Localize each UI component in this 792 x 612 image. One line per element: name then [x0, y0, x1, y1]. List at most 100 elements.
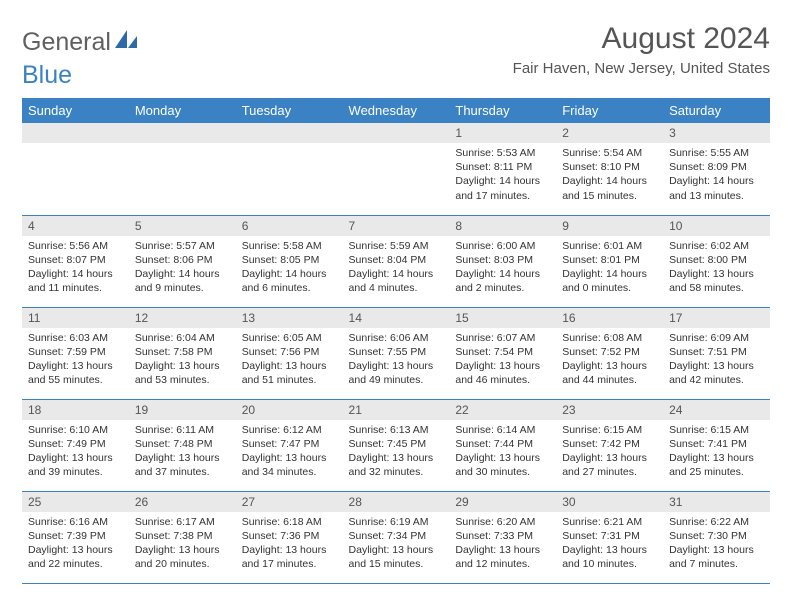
sunrise-text: Sunrise: 5:58 AM	[242, 239, 337, 253]
day-number: 24	[663, 400, 770, 420]
day-details: Sunrise: 6:08 AMSunset: 7:52 PMDaylight:…	[556, 328, 663, 392]
month-title: August 2024	[513, 22, 770, 56]
day-details: Sunrise: 6:19 AMSunset: 7:34 PMDaylight:…	[343, 512, 450, 576]
sunset-text: Sunset: 8:06 PM	[135, 253, 230, 267]
day-number: 31	[663, 492, 770, 512]
day-details: Sunrise: 6:20 AMSunset: 7:33 PMDaylight:…	[449, 512, 556, 576]
sunset-text: Sunset: 8:09 PM	[669, 160, 764, 174]
daylight-text: Daylight: 14 hours and 0 minutes.	[562, 267, 657, 295]
day-number: 12	[129, 308, 236, 328]
day-number	[343, 123, 450, 143]
day-details: Sunrise: 6:15 AMSunset: 7:41 PMDaylight:…	[663, 420, 770, 484]
daylight-text: Daylight: 13 hours and 25 minutes.	[669, 451, 764, 479]
day-number: 5	[129, 216, 236, 236]
daylight-text: Daylight: 13 hours and 7 minutes.	[669, 543, 764, 571]
daylight-text: Daylight: 13 hours and 49 minutes.	[349, 359, 444, 387]
sunrise-text: Sunrise: 6:21 AM	[562, 515, 657, 529]
sunset-text: Sunset: 7:47 PM	[242, 437, 337, 451]
day-details: Sunrise: 6:10 AMSunset: 7:49 PMDaylight:…	[22, 420, 129, 484]
dow-wed: Wednesday	[343, 98, 450, 123]
day-cell: 9Sunrise: 6:01 AMSunset: 8:01 PMDaylight…	[556, 215, 663, 307]
day-number	[129, 123, 236, 143]
day-details: Sunrise: 5:56 AMSunset: 8:07 PMDaylight:…	[22, 236, 129, 300]
day-details: Sunrise: 6:02 AMSunset: 8:00 PMDaylight:…	[663, 236, 770, 300]
day-cell: 7Sunrise: 5:59 AMSunset: 8:04 PMDaylight…	[343, 215, 450, 307]
sunrise-text: Sunrise: 6:15 AM	[669, 423, 764, 437]
sunset-text: Sunset: 7:55 PM	[349, 345, 444, 359]
daylight-text: Daylight: 13 hours and 17 minutes.	[242, 543, 337, 571]
sunset-text: Sunset: 7:54 PM	[455, 345, 550, 359]
day-cell: 2Sunrise: 5:54 AMSunset: 8:10 PMDaylight…	[556, 123, 663, 215]
week-row: 1Sunrise: 5:53 AMSunset: 8:11 PMDaylight…	[22, 123, 770, 215]
sunrise-text: Sunrise: 6:07 AM	[455, 331, 550, 345]
daylight-text: Daylight: 14 hours and 6 minutes.	[242, 267, 337, 295]
daylight-text: Daylight: 13 hours and 42 minutes.	[669, 359, 764, 387]
sunset-text: Sunset: 7:52 PM	[562, 345, 657, 359]
sunrise-text: Sunrise: 6:09 AM	[669, 331, 764, 345]
day-number: 4	[22, 216, 129, 236]
sunrise-text: Sunrise: 6:19 AM	[349, 515, 444, 529]
day-number: 30	[556, 492, 663, 512]
week-row: 25Sunrise: 6:16 AMSunset: 7:39 PMDayligh…	[22, 491, 770, 583]
day-cell: 15Sunrise: 6:07 AMSunset: 7:54 PMDayligh…	[449, 307, 556, 399]
daylight-text: Daylight: 14 hours and 13 minutes.	[669, 174, 764, 202]
day-cell: 17Sunrise: 6:09 AMSunset: 7:51 PMDayligh…	[663, 307, 770, 399]
day-cell: 4Sunrise: 5:56 AMSunset: 8:07 PMDaylight…	[22, 215, 129, 307]
day-details	[22, 143, 129, 203]
sunset-text: Sunset: 7:49 PM	[28, 437, 123, 451]
logo-word-1: General	[22, 28, 111, 57]
day-details: Sunrise: 5:55 AMSunset: 8:09 PMDaylight:…	[663, 143, 770, 207]
calendar-page: General August 2024 Fair Haven, New Jers…	[0, 0, 792, 584]
sunset-text: Sunset: 8:07 PM	[28, 253, 123, 267]
dow-sat: Saturday	[663, 98, 770, 123]
sunrise-text: Sunrise: 6:22 AM	[669, 515, 764, 529]
day-number: 23	[556, 400, 663, 420]
day-number: 15	[449, 308, 556, 328]
day-details: Sunrise: 6:01 AMSunset: 8:01 PMDaylight:…	[556, 236, 663, 300]
daylight-text: Daylight: 13 hours and 58 minutes.	[669, 267, 764, 295]
day-number	[236, 123, 343, 143]
day-details: Sunrise: 6:16 AMSunset: 7:39 PMDaylight:…	[22, 512, 129, 576]
week-row: 4Sunrise: 5:56 AMSunset: 8:07 PMDaylight…	[22, 215, 770, 307]
sunrise-text: Sunrise: 6:03 AM	[28, 331, 123, 345]
logo-sail-icon	[113, 28, 139, 57]
sunset-text: Sunset: 7:33 PM	[455, 529, 550, 543]
daylight-text: Daylight: 13 hours and 32 minutes.	[349, 451, 444, 479]
sunrise-text: Sunrise: 5:57 AM	[135, 239, 230, 253]
daylight-text: Daylight: 13 hours and 15 minutes.	[349, 543, 444, 571]
day-cell: 22Sunrise: 6:14 AMSunset: 7:44 PMDayligh…	[449, 399, 556, 491]
day-number: 26	[129, 492, 236, 512]
dow-thu: Thursday	[449, 98, 556, 123]
daylight-text: Daylight: 13 hours and 51 minutes.	[242, 359, 337, 387]
daylight-text: Daylight: 13 hours and 44 minutes.	[562, 359, 657, 387]
sunrise-text: Sunrise: 6:13 AM	[349, 423, 444, 437]
day-number: 20	[236, 400, 343, 420]
sunrise-text: Sunrise: 5:54 AM	[562, 146, 657, 160]
day-cell: 28Sunrise: 6:19 AMSunset: 7:34 PMDayligh…	[343, 491, 450, 583]
sunset-text: Sunset: 8:01 PM	[562, 253, 657, 267]
sunset-text: Sunset: 8:11 PM	[455, 160, 550, 174]
sunset-text: Sunset: 7:30 PM	[669, 529, 764, 543]
day-details: Sunrise: 6:17 AMSunset: 7:38 PMDaylight:…	[129, 512, 236, 576]
day-cell: 18Sunrise: 6:10 AMSunset: 7:49 PMDayligh…	[22, 399, 129, 491]
day-cell: 10Sunrise: 6:02 AMSunset: 8:00 PMDayligh…	[663, 215, 770, 307]
sunrise-text: Sunrise: 6:18 AM	[242, 515, 337, 529]
day-number: 3	[663, 123, 770, 143]
sunset-text: Sunset: 7:44 PM	[455, 437, 550, 451]
day-details: Sunrise: 6:14 AMSunset: 7:44 PMDaylight:…	[449, 420, 556, 484]
daylight-text: Daylight: 13 hours and 12 minutes.	[455, 543, 550, 571]
day-cell	[129, 123, 236, 215]
sunset-text: Sunset: 7:39 PM	[28, 529, 123, 543]
day-cell: 6Sunrise: 5:58 AMSunset: 8:05 PMDaylight…	[236, 215, 343, 307]
day-number: 14	[343, 308, 450, 328]
sunset-text: Sunset: 7:51 PM	[669, 345, 764, 359]
sunrise-text: Sunrise: 5:59 AM	[349, 239, 444, 253]
day-number: 16	[556, 308, 663, 328]
week-row: 18Sunrise: 6:10 AMSunset: 7:49 PMDayligh…	[22, 399, 770, 491]
day-details	[129, 143, 236, 203]
sunset-text: Sunset: 8:04 PM	[349, 253, 444, 267]
day-details: Sunrise: 6:03 AMSunset: 7:59 PMDaylight:…	[22, 328, 129, 392]
day-cell: 3Sunrise: 5:55 AMSunset: 8:09 PMDaylight…	[663, 123, 770, 215]
day-number: 8	[449, 216, 556, 236]
calendar-table: Sunday Monday Tuesday Wednesday Thursday…	[22, 98, 770, 584]
